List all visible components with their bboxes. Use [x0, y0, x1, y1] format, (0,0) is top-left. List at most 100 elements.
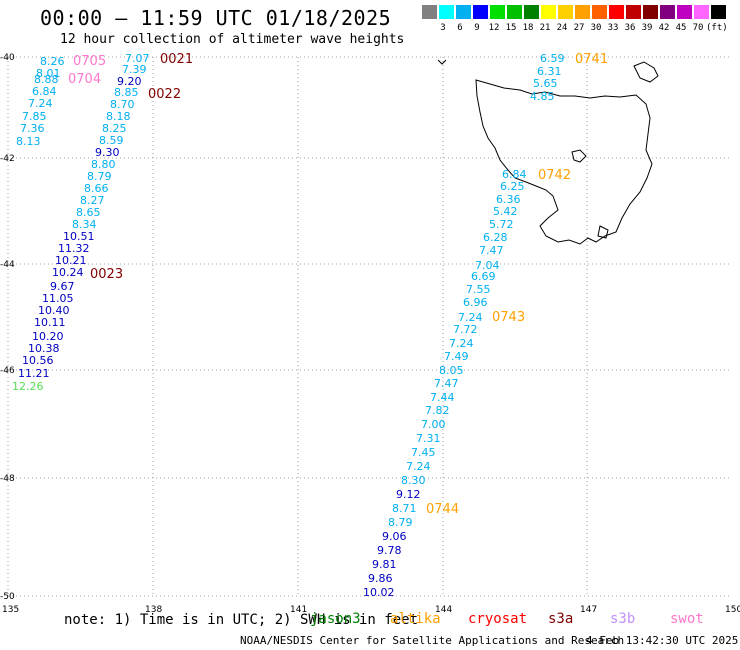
swot-track-value: 8.88: [34, 73, 59, 86]
s3a-track-value: 11.21: [18, 367, 50, 380]
bruny-island-outline: [597, 225, 609, 239]
altika-track-value: 6.31: [537, 65, 562, 78]
legend-label: 36: [624, 23, 636, 33]
s3a-track-value: 8.70: [110, 98, 135, 111]
swot-track-value: 8.26: [40, 55, 65, 68]
lon-tick-label: 150: [725, 605, 740, 615]
altika-track-value: 7.72: [453, 323, 478, 336]
altika-track-value: 7.44: [430, 391, 455, 404]
lat-tick-label: -44: [0, 260, 15, 270]
altika-track-value: 7.31: [416, 432, 441, 445]
s3a-track-value: 11.05: [42, 292, 74, 305]
altika-track-value: 7.47: [479, 244, 504, 257]
altika-track-value: 9.81: [372, 558, 397, 571]
legend-label: 27: [573, 23, 585, 33]
altika-track-value: 7.55: [466, 283, 491, 296]
legend-label: 3: [440, 23, 446, 33]
legend-swatch: [609, 5, 624, 19]
satellite-label-swot: swot: [670, 611, 704, 627]
s3a-track-value: 12.26: [12, 380, 44, 393]
altika-track-value: 8.30: [401, 474, 426, 487]
page-subtitle: 12 hour collection of altimeter wave hei…: [60, 32, 405, 47]
altika-track-value: 7.49: [444, 350, 469, 363]
altika-track-value: 6.25: [500, 180, 525, 193]
satellite-label-jason3: jason3: [310, 611, 361, 627]
legend-label: 45: [675, 23, 687, 33]
altika-track-value: 7.47: [434, 377, 459, 390]
altika-track-value: 9.06: [382, 530, 407, 543]
s3a-track-value: 8.79: [87, 170, 112, 183]
swot-track-value: 7.36: [20, 122, 45, 135]
legend-label: 21: [539, 23, 551, 33]
legend-unit: (ft): [706, 23, 728, 33]
pass-time-label: 0023: [90, 267, 123, 282]
altika-track-value: 9.78: [377, 544, 402, 557]
legend-swatch: [422, 5, 437, 19]
pass-time-label: 0741: [575, 52, 608, 67]
s3a-track-value: 10.11: [34, 316, 66, 329]
s3a-track-value: 8.66: [84, 182, 109, 195]
altika-track-value: 7.00: [421, 418, 446, 431]
s3a-track-value: 10.56: [22, 354, 54, 367]
lat-tick-label: -50: [0, 592, 15, 602]
legend-swatch: [592, 5, 607, 19]
lon-tick-label: 144: [435, 605, 452, 615]
footer-note: note: 1) Time is in UTC; 2) SWH is in fe…: [64, 612, 419, 628]
altika-track-value: 8.05: [439, 364, 464, 377]
lat-tick-label: -42: [0, 154, 15, 164]
legend-label: 70: [692, 23, 704, 33]
swot-track-value: 7.85: [22, 110, 47, 123]
legend-label: 39: [641, 23, 653, 33]
pass-time-label: 0744: [426, 502, 459, 517]
s3a-track-value: 7.39: [122, 63, 147, 76]
lat-tick-label: -46: [0, 366, 15, 376]
altika-track-value: 7.04: [475, 259, 500, 272]
pass-time-label: 0021: [160, 52, 193, 67]
maria-island-outline: [571, 149, 587, 163]
lat-tick-label: -48: [0, 474, 15, 484]
altika-track-value: 8.71: [392, 502, 417, 515]
legend-swatch: [660, 5, 675, 19]
legend-swatch: [694, 5, 709, 19]
satellite-label-cryosat: cryosat: [468, 611, 528, 627]
legend-swatch: [575, 5, 590, 19]
tasmania-coastline: [475, 79, 653, 245]
altika-track-value: 7.82: [425, 404, 450, 417]
credit-line: NOAA/NESDIS Center for Satellite Applica…: [240, 634, 625, 647]
s3a-track-value: 9.20: [117, 75, 142, 88]
s3a-track-value: 8.27: [80, 194, 105, 207]
altika-track-value: 10.02: [363, 586, 395, 599]
swot-track-value: 6.84: [32, 85, 57, 98]
legend-label: 42: [658, 23, 670, 33]
s3a-track-value: 10.51: [63, 230, 95, 243]
s3a-track-value: 8.65: [76, 206, 101, 219]
s3a-track-value: 8.25: [102, 122, 127, 135]
legend-label: 18: [522, 23, 534, 33]
legend-swatch: [473, 5, 488, 19]
s3a-track-value: 8.18: [106, 110, 131, 123]
lon-tick-label: 141: [290, 605, 307, 615]
page-title: 00:00 – 11:59 UTC 01/18/2025: [40, 6, 392, 30]
altika-track-value: 5.72: [489, 218, 514, 231]
generated-timestamp: 4 Feb 13:42:30 UTC 2025: [586, 634, 739, 647]
legend-swatch: [490, 5, 505, 19]
lon-tick-label: 147: [580, 605, 597, 615]
legend-swatch: [456, 5, 471, 19]
satellite-label-s3a: s3a: [548, 611, 574, 627]
legend-swatch: [643, 5, 658, 19]
pass-time-label: 0743: [492, 310, 525, 325]
altika-track-value: 6.28: [483, 231, 508, 244]
legend-label: 15: [505, 23, 517, 33]
altika-track-value: 6.36: [496, 193, 521, 206]
king-island-outline: [437, 59, 447, 65]
s3a-track-value: 10.21: [55, 254, 87, 267]
legend-swatch: [439, 5, 454, 19]
altika-track-value: 5.42: [493, 205, 518, 218]
legend-swatch: [507, 5, 522, 19]
s3a-track-value: 9.30: [95, 146, 120, 159]
s3a-track-value: 10.24: [52, 266, 84, 279]
pass-time-label: 0742: [538, 168, 571, 183]
pass-time-label: 0022: [148, 87, 181, 102]
s3a-track-value: 10.38: [28, 342, 60, 355]
